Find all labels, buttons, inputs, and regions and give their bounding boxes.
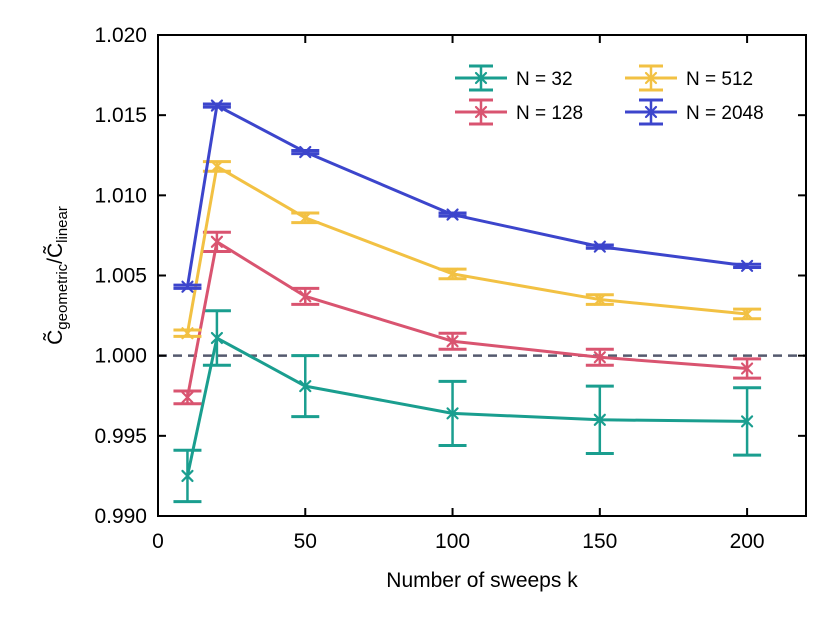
- data-point: [210, 331, 224, 345]
- legend-entry-n2048: N = 2048: [625, 98, 764, 126]
- series-n128: [173, 230, 762, 406]
- data-point: [181, 280, 194, 293]
- x-tick-label: 50: [294, 530, 317, 553]
- data-point: [181, 469, 194, 483]
- data-point: [181, 391, 194, 404]
- data-point: [740, 259, 754, 272]
- data-point: [644, 71, 658, 85]
- y-axis-label-sub-geometric: geometric: [54, 263, 71, 329]
- y-axis-label-sub-linear: linear: [54, 206, 71, 243]
- data-point: [210, 99, 224, 112]
- data-point: [593, 351, 606, 364]
- tick-layer: 0 50 100 150 200 0.990 0.995 1.000 1.005 1.010 1.0…: [94, 24, 806, 553]
- series-line: [185, 336, 748, 477]
- data-point: [593, 293, 606, 306]
- data-point: [181, 327, 194, 340]
- data-point: [299, 290, 312, 303]
- y-tick-label: 1.010: [94, 184, 147, 207]
- y-tick-label: 0.990: [94, 505, 147, 528]
- series-n512: [173, 160, 762, 340]
- legend-entry-n128: N = 128: [455, 98, 583, 126]
- y-tick-label: 0.995: [94, 425, 147, 448]
- series-n2048: [173, 99, 762, 293]
- data-point: [740, 362, 754, 375]
- y-axis-label-main: C̃: [44, 330, 67, 345]
- data-point: [299, 211, 312, 224]
- data-point: [446, 407, 459, 420]
- y-tick-label: 1.000: [94, 345, 147, 368]
- data-point: [474, 105, 488, 119]
- series-line: [185, 164, 748, 334]
- x-tick-label: 200: [730, 530, 765, 553]
- x-tick-label: 0: [152, 530, 164, 553]
- y-axis-label-slash: /C̃: [44, 243, 67, 264]
- y-tick-label: 1.015: [94, 104, 147, 127]
- data-point: [299, 380, 312, 393]
- legend-label: N = 128: [516, 103, 583, 124]
- legend-label: N = 32: [516, 69, 573, 90]
- data-point: [446, 267, 459, 280]
- x-axis-label: Number of sweeps k: [386, 569, 578, 592]
- data-point: [299, 145, 312, 159]
- data-point: [593, 240, 606, 253]
- x-tick-label: 150: [582, 530, 617, 553]
- series-layer: [173, 99, 762, 504]
- legend-entry-n512: N = 512: [625, 64, 753, 92]
- data-point: [644, 105, 658, 119]
- legend-entry-n32: N = 32: [455, 64, 573, 92]
- series-line: [185, 240, 748, 398]
- data-point: [740, 415, 754, 428]
- legend-label: N = 2048: [686, 103, 764, 124]
- x-tick-label: 100: [435, 530, 470, 553]
- legend: N = 32 N = 128 N = 512 N = 2048: [455, 64, 764, 126]
- data-point: [740, 307, 754, 321]
- y-tick-label: 1.005: [94, 265, 147, 288]
- data-point: [446, 335, 459, 348]
- data-point: [474, 71, 488, 85]
- series-n32: [173, 309, 762, 504]
- y-axis-label: C̃geometric/C̃linear: [44, 206, 71, 345]
- data-point: [210, 235, 224, 248]
- series-line: [185, 104, 748, 287]
- legend-label: N = 512: [686, 69, 753, 90]
- y-tick-label: 1.020: [94, 24, 147, 47]
- data-point: [210, 160, 224, 173]
- data-point: [593, 413, 606, 426]
- data-point: [446, 208, 459, 221]
